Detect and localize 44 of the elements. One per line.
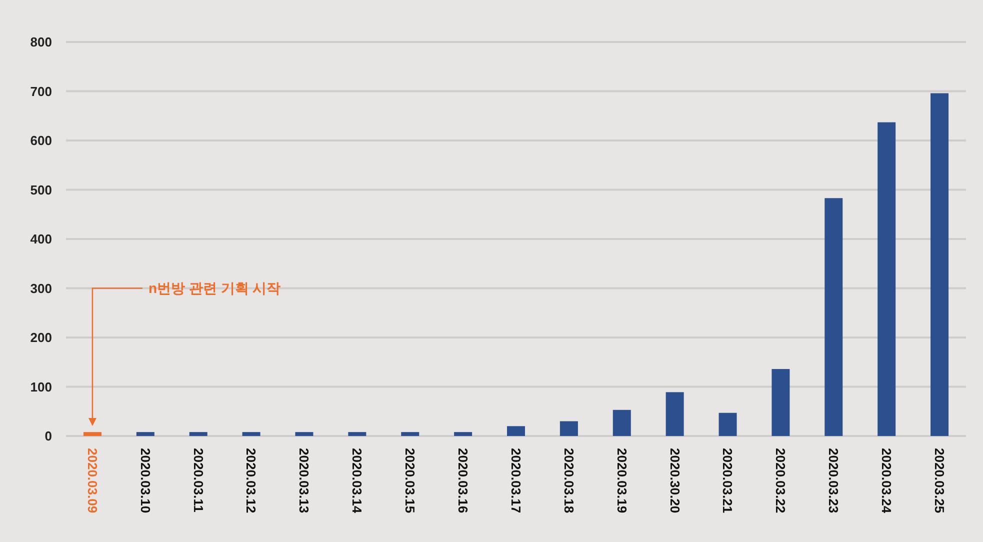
x-tick-label: 2020.03.15 <box>402 448 418 514</box>
y-tick-label: 700 <box>30 84 52 99</box>
bar <box>83 432 102 436</box>
y-tick-label: 600 <box>30 133 52 148</box>
x-tick-label: 2020.03.24 <box>879 448 894 514</box>
x-tick-label: 2020.03.09 <box>84 448 100 514</box>
x-tick-label: 2020.03.10 <box>138 448 153 514</box>
bar <box>189 432 208 436</box>
bar <box>348 432 366 436</box>
bar <box>772 369 790 436</box>
bar <box>136 432 154 436</box>
y-tick-label: 400 <box>30 232 52 247</box>
bar <box>295 432 314 436</box>
bar <box>454 432 472 436</box>
bar <box>507 426 525 436</box>
x-tick-label: 2020.03.17 <box>508 448 524 514</box>
annotation: n번방 관련 기획 시작 <box>148 280 281 296</box>
y-tick-label: 300 <box>30 280 52 296</box>
bar <box>666 392 684 436</box>
bar <box>560 421 578 436</box>
y-tick-label: 100 <box>30 379 52 394</box>
x-tick-label: 2020.03.12 <box>244 448 259 514</box>
bar <box>824 198 843 436</box>
x-tick-label: 2020.03.13 <box>296 448 312 514</box>
x-tick-label: 2020.03.23 <box>826 448 842 514</box>
bar <box>878 122 896 436</box>
x-tick-label: 2020.03.11 <box>190 448 206 512</box>
bar <box>401 432 420 436</box>
y-tick-label: 200 <box>30 330 52 346</box>
y-tick-label: 0 <box>44 428 52 444</box>
x-tick-label: 2020.03.18 <box>561 448 576 514</box>
x-tick-label: 2020.03.14 <box>350 448 365 514</box>
x-tick-label: 2020.03.19 <box>614 448 630 514</box>
x-tick-label: 2020.03.25 <box>932 448 947 514</box>
y-tick-label: 800 <box>30 34 52 50</box>
bar <box>718 412 737 436</box>
x-tick-label: 2020.30.20 <box>667 448 682 514</box>
bar <box>930 93 949 436</box>
bar <box>242 432 260 436</box>
x-tick-label: 2020.03.16 <box>456 448 471 514</box>
x-tick-label: 2020.03.21 <box>720 448 736 514</box>
x-tick-label: 2020.03.22 <box>773 448 788 514</box>
bar <box>612 410 631 436</box>
y-tick-label: 500 <box>30 182 52 198</box>
